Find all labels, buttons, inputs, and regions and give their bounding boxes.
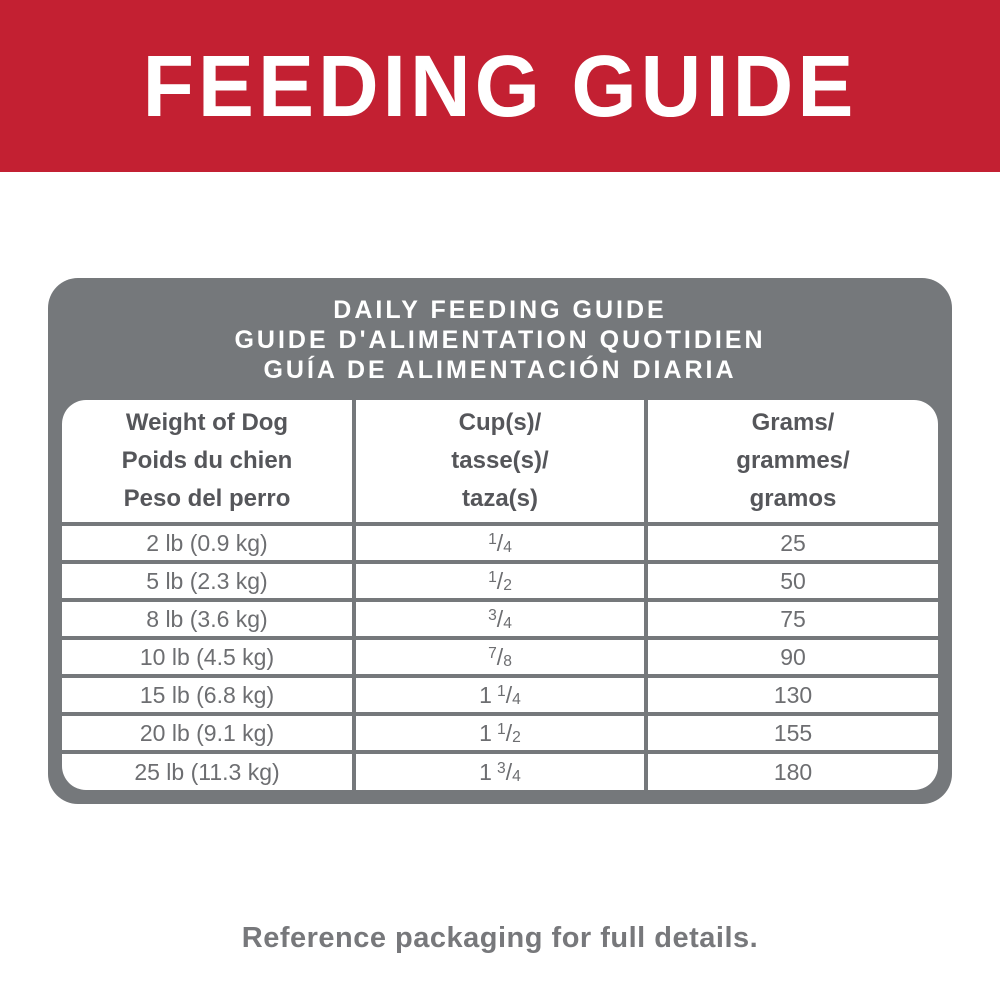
- cups-cell: 7/8: [352, 636, 648, 678]
- card-title-en: DAILY FEEDING GUIDE: [333, 296, 667, 324]
- banner-title: FEEDING GUIDE: [142, 36, 858, 135]
- feeding-guide-banner: FEEDING GUIDE: [0, 0, 1000, 172]
- table-row: 5 lb (2.3 kg) 1/2 50: [62, 560, 938, 602]
- cups-cell: 1 1/2: [352, 712, 648, 754]
- weight-cell: 5 lb (2.3 kg): [62, 560, 356, 602]
- card-header: DAILY FEEDING GUIDE GUIDE D'ALIMENTATION…: [62, 278, 938, 400]
- weight-cell: 20 lb (9.1 kg): [62, 712, 356, 754]
- cups-cell: 1/4: [352, 522, 648, 564]
- cups-cell: 1 3/4: [352, 750, 648, 790]
- grams-cell: 90: [644, 636, 938, 678]
- grams-cell: 155: [644, 712, 938, 754]
- table-row: 20 lb (9.1 kg) 1 1/2 155: [62, 712, 938, 754]
- grams-cell: 25: [644, 522, 938, 564]
- weight-cell: 8 lb (3.6 kg): [62, 598, 356, 640]
- column-header-cups: Cup(s)/ tasse(s)/ taza(s): [352, 400, 648, 526]
- cups-cell: 1/2: [352, 560, 648, 602]
- grams-cell: 50: [644, 560, 938, 602]
- weight-cell: 10 lb (4.5 kg): [62, 636, 356, 678]
- card-title-fr: GUIDE D'ALIMENTATION QUOTIDIEN: [234, 326, 766, 354]
- table-row: 2 lb (0.9 kg) 1/4 25: [62, 522, 938, 564]
- weight-cell: 2 lb (0.9 kg): [62, 522, 356, 564]
- card-title-es: GUÍA DE ALIMENTACIÓN DIARIA: [263, 356, 737, 384]
- table-row: 25 lb (11.3 kg) 1 3/4 180: [62, 750, 938, 790]
- cups-cell: 1 1/4: [352, 674, 648, 716]
- column-header-grams: Grams/ grammes/ gramos: [644, 400, 938, 526]
- table-row: 15 lb (6.8 kg) 1 1/4 130: [62, 674, 938, 716]
- weight-cell: 25 lb (11.3 kg): [62, 750, 356, 790]
- grams-cell: 130: [644, 674, 938, 716]
- table-row: 8 lb (3.6 kg) 3/4 75: [62, 598, 938, 640]
- grams-cell: 75: [644, 598, 938, 640]
- feeding-table-wrap: Weight of Dog Poids du chien Peso del pe…: [62, 400, 938, 790]
- feeding-table: Weight of Dog Poids du chien Peso del pe…: [62, 400, 938, 790]
- grams-cell: 180: [644, 750, 938, 790]
- footer-note: Reference packaging for full details.: [241, 922, 759, 954]
- cups-cell: 3/4: [352, 598, 648, 640]
- column-header-weight: Weight of Dog Poids du chien Peso del pe…: [62, 400, 356, 526]
- weight-cell: 15 lb (6.8 kg): [62, 674, 356, 716]
- daily-feeding-guide-card: DAILY FEEDING GUIDE GUIDE D'ALIMENTATION…: [48, 278, 952, 804]
- table-row: 10 lb (4.5 kg) 7/8 90: [62, 636, 938, 678]
- table-header-row: Weight of Dog Poids du chien Peso del pe…: [62, 400, 938, 526]
